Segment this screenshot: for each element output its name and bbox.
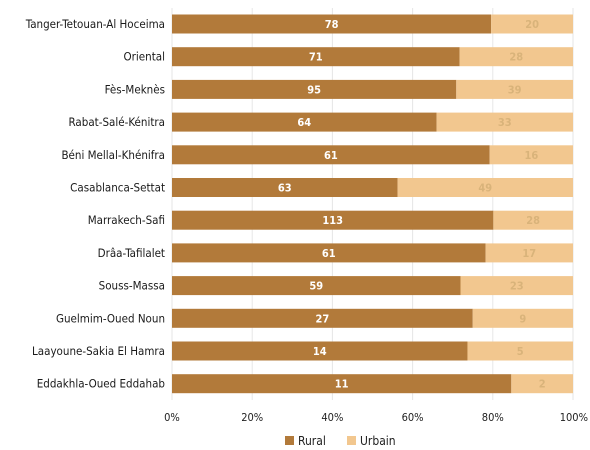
legend: Rural Urbain: [285, 434, 396, 448]
category-label: Souss-Massa: [99, 279, 165, 293]
bar-rural: [172, 308, 473, 328]
data-label-urbain: 28: [509, 51, 523, 64]
bar-rural: [172, 145, 490, 165]
category-label: Casablanca-Settat: [70, 181, 165, 195]
x-tick-label: 20%: [241, 411, 263, 424]
bar-urbain: [511, 374, 573, 394]
category-labels: Tanger-Tetouan-Al Hoceima Oriental Fès-Mek…: [25, 17, 165, 391]
data-label-rural: 113: [322, 214, 343, 227]
data-label-urbain: 20: [525, 18, 539, 31]
bar-rural: [172, 14, 492, 34]
bar-urbain: [472, 308, 573, 328]
data-label-urbain: 17: [522, 247, 536, 260]
x-tick-label: 100%: [560, 411, 588, 424]
data-label-urbain: 23: [510, 280, 524, 293]
data-label-rural: 11: [335, 378, 349, 391]
bar-rural: [172, 47, 460, 67]
data-label-rural: 27: [315, 312, 329, 325]
bar-rural: [172, 79, 457, 99]
legend-label: Urbain: [360, 434, 396, 448]
bar-rural: [172, 243, 486, 263]
bar-rural: [172, 112, 437, 132]
data-label-rural: 61: [324, 149, 338, 162]
data-label-urbain: 16: [524, 149, 538, 162]
bar-urbain: [436, 112, 573, 132]
x-tick-label: 40%: [321, 411, 343, 424]
data-label-rural: 63: [278, 182, 292, 195]
category-label: Tanger-Tetouan-Al Hoceima: [25, 17, 165, 31]
bar-urbain: [460, 276, 573, 296]
data-label-urbain: 2: [539, 378, 546, 391]
data-label-rural: 95: [307, 83, 321, 96]
data-label-urbain: 9: [519, 312, 526, 325]
data-label-urbain: 33: [498, 116, 512, 129]
x-tick-label: 80%: [482, 411, 504, 424]
bar-urbain: [456, 79, 573, 99]
x-axis-tick-labels: 0% 20% 40% 60% 80% 100%: [164, 411, 588, 424]
bar-urbain: [489, 145, 573, 165]
category-label: Marrakech-Safi: [88, 213, 165, 227]
gridlines: [171, 8, 574, 400]
data-label-rural: 71: [309, 51, 323, 64]
category-label: Fès-Meknès: [105, 82, 165, 96]
data-label-rural: 61: [322, 247, 336, 260]
legend-swatch: [347, 436, 356, 445]
category-label: Oriental: [124, 50, 165, 64]
bar-urbain: [467, 341, 573, 361]
bar-urbain: [459, 47, 573, 67]
category-label: Laayoune-Sakia El Hamra: [32, 344, 165, 358]
category-label: Béni Mellal-Khénifra: [61, 148, 165, 162]
data-label-rural: 78: [325, 18, 339, 31]
bar-rural: [172, 341, 468, 361]
x-tick-label: 0%: [164, 411, 180, 424]
data-label-urbain: 5: [517, 345, 524, 358]
category-label: Drâa-Tafilalet: [98, 246, 165, 260]
bar-urbain: [491, 14, 573, 34]
legend-swatch: [285, 436, 294, 445]
category-label: Guelmim-Oued Noun: [56, 311, 165, 325]
data-label-urbain: 39: [508, 83, 522, 96]
data-label-rural: 64: [297, 116, 311, 129]
legend-label: Rural: [298, 434, 326, 448]
bar-urbain: [397, 178, 573, 197]
category-label: Rabat-Salé-Kénitra: [68, 115, 165, 129]
bar-rural: [172, 374, 512, 394]
bar-urbain: [485, 243, 573, 263]
bar-urbain: [493, 210, 573, 230]
category-label: Eddakhla-Oued Eddahab: [37, 377, 165, 391]
data-label-rural: 59: [309, 280, 323, 293]
x-tick-label: 60%: [402, 411, 424, 424]
bar-rural: [172, 210, 494, 230]
bar-rural: [172, 178, 398, 197]
data-label-rural: 14: [313, 345, 327, 358]
data-label-urbain: 28: [526, 214, 540, 227]
data-label-urbain: 49: [478, 182, 492, 195]
bar-rural: [172, 276, 461, 296]
